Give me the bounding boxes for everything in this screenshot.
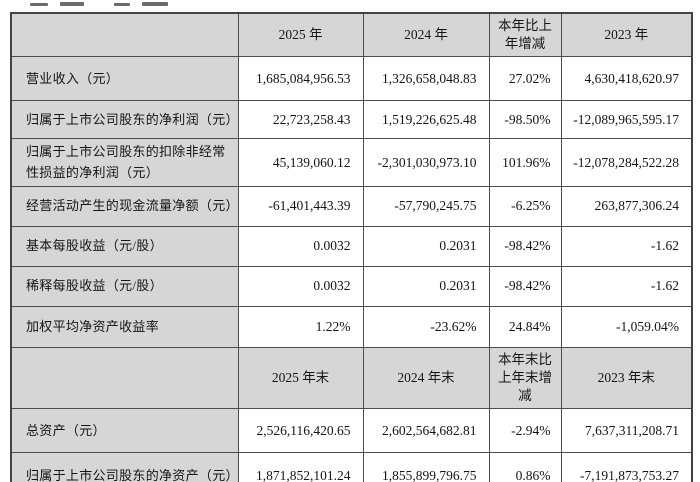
col-header-change-end: 本年末比上年末增减	[488, 346, 562, 410]
change-cell: -98.42%	[488, 265, 562, 307]
value-cell-2023: 4,630,418,620.97	[560, 56, 693, 102]
row-label: 营业收入（元）	[10, 56, 239, 102]
col-header-2023-end: 2023 年末	[560, 346, 693, 410]
value-cell-2023: -7,191,873,753.27	[560, 452, 693, 482]
row-label: 总资产（元）	[10, 408, 239, 454]
value-cell-2023: 7,637,311,208.71	[560, 408, 693, 454]
row-label: 加权平均净资产收益率	[10, 305, 239, 348]
value-cell-2025: 0.0032	[237, 225, 364, 267]
col-header-2025-end: 2025 年末	[237, 346, 364, 410]
clipped-text-fragment	[26, 0, 226, 8]
row-label: 归属于上市公司股东的净资产（元）	[10, 452, 239, 482]
value-cell-2024: -23.62%	[362, 305, 490, 348]
row-label: 稀释每股收益（元/股）	[10, 265, 239, 307]
value-cell-2024: 0.2031	[362, 265, 490, 307]
col-header-change: 本年比上年增减	[488, 12, 562, 58]
change-cell: 27.02%	[488, 56, 562, 102]
table-row-total-assets: 总资产（元） 2,526,116,420.65 2,602,564,682.81…	[10, 408, 693, 454]
col-header-2024-end: 2024 年末	[362, 346, 490, 410]
value-cell-2025: 1,685,084,956.53	[237, 56, 364, 102]
change-cell: -2.94%	[488, 408, 562, 454]
table-row-basic-eps: 基本每股收益（元/股） 0.0032 0.2031 -98.42% -1.62	[10, 225, 693, 267]
value-cell-2025: 45,139,060.12	[237, 138, 364, 187]
value-cell-2024: 2,602,564,682.81	[362, 408, 490, 454]
row-label: 归属于上市公司股东的扣除非经常性损益的净利润（元）	[10, 138, 239, 187]
value-cell-2024: 1,855,899,796.75	[362, 452, 490, 482]
value-cell-2023: -1.62	[560, 265, 693, 307]
change-cell: -6.25%	[488, 185, 562, 227]
value-cell-2025: 1.22%	[237, 305, 364, 348]
value-cell-2025: -61,401,443.39	[237, 185, 364, 227]
endpoint-header-row: 2025 年末 2024 年末 本年末比上年末增减 2023 年末	[10, 346, 693, 410]
value-cell-2023: -12,078,284,522.28	[560, 138, 693, 187]
value-cell-2025: 0.0032	[237, 265, 364, 307]
blank-header-cell	[10, 12, 239, 58]
change-cell: -98.42%	[488, 225, 562, 267]
table-row-net-assets: 归属于上市公司股东的净资产（元） 1,871,852,101.24 1,855,…	[10, 452, 693, 482]
value-cell-2023: -1.62	[560, 225, 693, 267]
blank-header-cell	[10, 346, 239, 410]
change-cell: 0.86%	[488, 452, 562, 482]
col-header-2024: 2024 年	[362, 12, 490, 58]
change-cell: 24.84%	[488, 305, 562, 348]
value-cell-2023: 263,877,306.24	[560, 185, 693, 227]
glyph-fragment	[60, 2, 84, 6]
table-row-deducted-net-profit: 归属于上市公司股东的扣除非经常性损益的净利润（元） 45,139,060.12 …	[10, 138, 693, 187]
value-cell-2024: 0.2031	[362, 225, 490, 267]
table-row-weighted-avg-roe: 加权平均净资产收益率 1.22% -23.62% 24.84% -1,059.0…	[10, 305, 693, 348]
value-cell-2023: -12,089,965,595.17	[560, 100, 693, 140]
glyph-fragment	[114, 3, 130, 6]
row-label: 基本每股收益（元/股）	[10, 225, 239, 267]
value-cell-2025: 22,723,258.43	[237, 100, 364, 140]
value-cell-2024: -57,790,245.75	[362, 185, 490, 227]
change-cell: -98.50%	[488, 100, 562, 140]
table-row-revenue: 营业收入（元） 1,685,084,956.53 1,326,658,048.8…	[10, 56, 693, 102]
glyph-fragment	[142, 2, 168, 6]
table-row-diluted-eps: 稀释每股收益（元/股） 0.0032 0.2031 -98.42% -1.62	[10, 265, 693, 307]
value-cell-2025: 1,871,852,101.24	[237, 452, 364, 482]
row-label: 经营活动产生的现金流量净额（元）	[10, 185, 239, 227]
change-cell: 101.96%	[488, 138, 562, 187]
col-header-2025: 2025 年	[237, 12, 364, 58]
value-cell-2024: -2,301,030,973.10	[362, 138, 490, 187]
row-label: 归属于上市公司股东的净利润（元）	[10, 100, 239, 140]
table-row-operating-cash-flow: 经营活动产生的现金流量净额（元） -61,401,443.39 -57,790,…	[10, 185, 693, 227]
value-cell-2023: -1,059.04%	[560, 305, 693, 348]
glyph-fragment	[30, 3, 48, 6]
value-cell-2024: 1,519,226,625.48	[362, 100, 490, 140]
col-header-2023: 2023 年	[560, 12, 693, 58]
value-cell-2025: 2,526,116,420.65	[237, 408, 364, 454]
value-cell-2024: 1,326,658,048.83	[362, 56, 490, 102]
financial-summary-table: 2025 年 2024 年 本年比上年增减 2023 年 营业收入（元） 1,6…	[10, 12, 693, 482]
period-header-row: 2025 年 2024 年 本年比上年增减 2023 年	[10, 12, 693, 58]
table-row-net-profit: 归属于上市公司股东的净利润（元） 22,723,258.43 1,519,226…	[10, 100, 693, 140]
